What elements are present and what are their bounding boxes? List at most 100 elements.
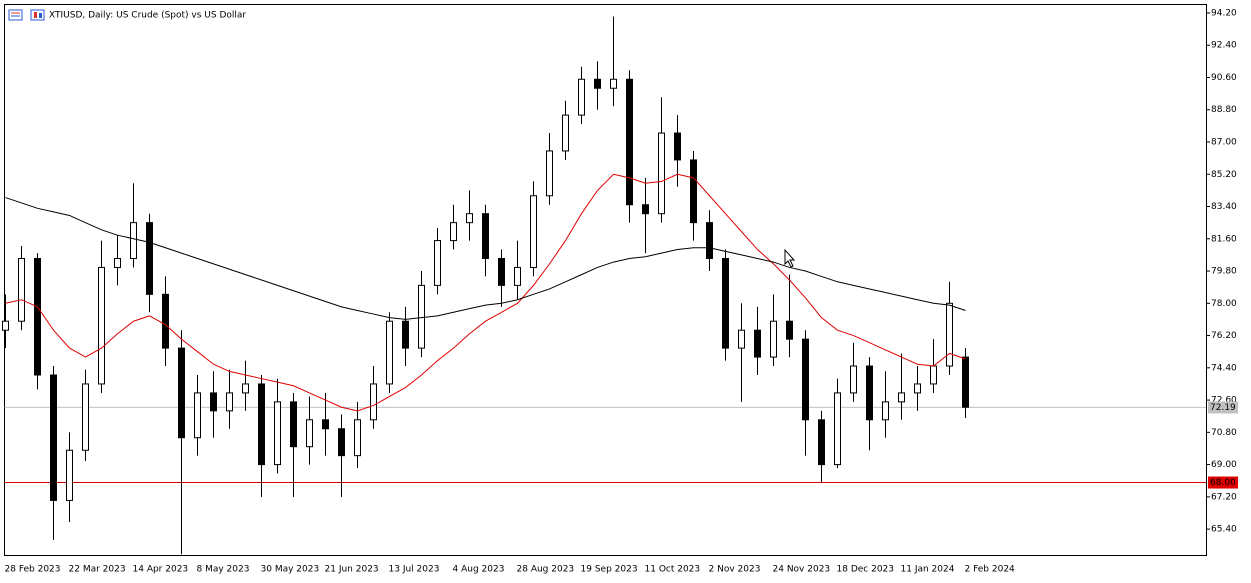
candle-body bbox=[674, 132, 681, 161]
candle-body bbox=[402, 320, 409, 349]
plot-frame bbox=[4, 4, 1207, 556]
candle-body bbox=[146, 222, 153, 295]
candle-body bbox=[914, 383, 921, 394]
candle-body bbox=[626, 78, 633, 206]
candle-body bbox=[114, 257, 121, 268]
y-tick-label: 79.80 bbox=[1211, 267, 1237, 277]
candle-body bbox=[866, 365, 873, 421]
candle-body bbox=[258, 383, 265, 466]
candle-body bbox=[706, 222, 713, 259]
candle-body bbox=[786, 320, 793, 340]
candle-body bbox=[434, 240, 441, 286]
candle-body bbox=[882, 401, 889, 421]
x-tick-label: 21 Jun 2023 bbox=[325, 565, 379, 575]
y-tick-label: 67.20 bbox=[1211, 492, 1237, 502]
y-tick-label: 90.60 bbox=[1211, 73, 1237, 83]
chart-title: XTIUSD, Daily: US Crude (Spot) vs US Dol… bbox=[49, 11, 246, 21]
toolbar-icons bbox=[8, 9, 45, 21]
x-tick-label: 8 May 2023 bbox=[197, 565, 250, 575]
x-tick-label: 4 Aug 2023 bbox=[453, 565, 505, 575]
candle-body bbox=[850, 365, 857, 394]
candle-body bbox=[898, 392, 905, 403]
candle-body bbox=[370, 383, 377, 421]
x-tick-label: 11 Oct 2023 bbox=[645, 565, 701, 575]
y-tick-label: 85.20 bbox=[1211, 170, 1237, 180]
x-tick-label: 30 May 2023 bbox=[261, 565, 320, 575]
candle-body bbox=[610, 78, 617, 89]
candle-body bbox=[418, 284, 425, 349]
candle-body bbox=[578, 78, 585, 116]
y-tick-label: 78.00 bbox=[1211, 299, 1237, 309]
candle-body bbox=[210, 392, 217, 412]
candle-body bbox=[274, 401, 281, 466]
candle-body bbox=[162, 293, 169, 349]
icon bbox=[30, 9, 45, 21]
level-label: 72.19 bbox=[1210, 403, 1236, 413]
y-tick-label: 69.00 bbox=[1211, 460, 1237, 470]
candle-body bbox=[770, 320, 777, 358]
candle-body bbox=[306, 419, 313, 448]
candle-body bbox=[546, 150, 553, 197]
y-tick-label: 72.60 bbox=[1211, 396, 1237, 406]
candle-body bbox=[930, 365, 937, 385]
candle-body bbox=[642, 204, 649, 215]
candle-body bbox=[722, 257, 729, 349]
candle-body bbox=[498, 257, 505, 286]
candle-body bbox=[818, 419, 825, 466]
icon bbox=[8, 9, 23, 21]
icon bbox=[39, 13, 42, 18]
x-tick-label: 2 Feb 2024 bbox=[965, 565, 1016, 575]
candle-body bbox=[482, 213, 489, 259]
candle-body bbox=[450, 222, 457, 242]
x-tick-label: 13 Jul 2023 bbox=[389, 565, 440, 575]
x-tick-label: 22 Mar 2023 bbox=[69, 565, 126, 575]
candle-body bbox=[658, 132, 665, 215]
y-tick-label: 83.40 bbox=[1211, 202, 1237, 212]
level-label-box bbox=[1208, 401, 1238, 414]
x-tick-label: 2 Nov 2023 bbox=[709, 565, 761, 575]
candle-body bbox=[50, 374, 57, 501]
y-tick-label: 81.60 bbox=[1211, 234, 1237, 244]
candle-body bbox=[178, 347, 185, 439]
candle-body bbox=[962, 356, 969, 408]
level-label-box bbox=[1208, 476, 1238, 489]
candle-body bbox=[130, 222, 137, 259]
x-tick-label: 18 Dec 2023 bbox=[837, 565, 895, 575]
candle-body bbox=[322, 419, 329, 430]
candle-body bbox=[562, 114, 569, 152]
mouse-cursor bbox=[784, 248, 796, 268]
candle-body bbox=[738, 329, 745, 349]
candle-body bbox=[530, 195, 537, 268]
candle-body bbox=[194, 392, 201, 439]
candle-body bbox=[290, 401, 297, 448]
x-tick-label: 14 Apr 2023 bbox=[133, 565, 189, 575]
x-tick-label: 11 Jan 2024 bbox=[901, 565, 955, 575]
candle-body bbox=[18, 257, 25, 322]
candle-body bbox=[466, 213, 473, 224]
level-label: 68.00 bbox=[1210, 478, 1236, 488]
moving-average bbox=[5, 173, 966, 412]
candle-body bbox=[226, 392, 233, 412]
candle-body bbox=[946, 302, 953, 367]
candle-body bbox=[834, 392, 841, 466]
y-tick-label: 70.80 bbox=[1211, 428, 1237, 438]
y-tick-label: 74.40 bbox=[1211, 363, 1237, 373]
candle-body bbox=[594, 78, 601, 89]
y-tick-label: 88.80 bbox=[1211, 105, 1237, 115]
y-tick-label: 94.20 bbox=[1211, 8, 1237, 18]
y-tick-label: 92.40 bbox=[1211, 41, 1237, 51]
candle-body bbox=[338, 428, 345, 457]
candle-body bbox=[802, 338, 809, 421]
y-tick-label: 65.40 bbox=[1211, 525, 1237, 535]
candle-body bbox=[242, 383, 249, 394]
candle-body bbox=[690, 159, 697, 224]
icon bbox=[34, 12, 37, 18]
candle-body bbox=[82, 383, 89, 451]
candle-body bbox=[34, 257, 41, 376]
x-tick-label: 24 Nov 2023 bbox=[773, 565, 831, 575]
candle-body bbox=[98, 266, 105, 385]
candle-body bbox=[754, 329, 761, 358]
candle-body bbox=[2, 320, 9, 331]
